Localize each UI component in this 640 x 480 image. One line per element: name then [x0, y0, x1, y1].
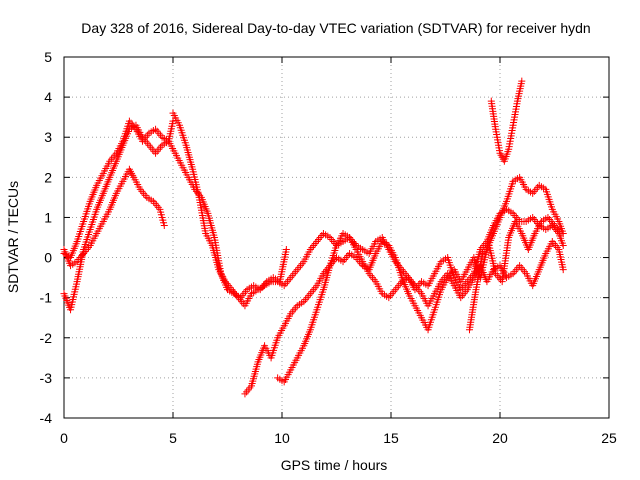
y-tick-label: -1: [40, 290, 53, 306]
y-tick-label: 3: [44, 129, 52, 145]
y-axis-label: SDTVAR / TECUs: [5, 181, 21, 293]
series-1: [60, 165, 168, 270]
data-point: [518, 77, 526, 85]
x-tick-label: 20: [492, 430, 508, 446]
grid-lines: [64, 57, 609, 418]
series-6: [274, 229, 567, 386]
series-7: [487, 77, 526, 165]
y-tick-label: 2: [44, 169, 52, 185]
x-tick-label: 25: [601, 430, 617, 446]
y-tick-label: 0: [44, 250, 52, 266]
y-tick-label: -4: [40, 410, 53, 426]
x-tick-label: 10: [274, 430, 290, 446]
y-tick-label: 1: [44, 209, 52, 225]
series-5: [241, 173, 567, 398]
series-4: [169, 109, 567, 310]
y-tick-label: -3: [40, 370, 53, 386]
axis-ticks: 0 5 10 15 20 25 -4 -3 -2 -1 0 1 2 3 4 5: [40, 49, 617, 446]
x-tick-label: 5: [169, 430, 177, 446]
x-tick-label: 0: [60, 430, 68, 446]
chart-title: Day 328 of 2016, Sidereal Day-to-day VTE…: [81, 20, 590, 36]
series-8: [465, 213, 565, 334]
y-tick-label: 5: [44, 49, 52, 65]
data-point: [282, 246, 290, 254]
plot-frame: [63, 56, 610, 419]
data-point: [160, 221, 168, 229]
y-tick-label: 4: [44, 89, 52, 105]
data-point: [557, 229, 565, 237]
x-tick-label: 15: [383, 430, 399, 446]
data-point: [559, 242, 567, 250]
y-tick-label: -2: [40, 330, 53, 346]
x-axis-label: GPS time / hours: [281, 457, 388, 473]
series-2: [60, 117, 177, 314]
data-point: [559, 266, 567, 274]
data-points: [60, 77, 567, 398]
